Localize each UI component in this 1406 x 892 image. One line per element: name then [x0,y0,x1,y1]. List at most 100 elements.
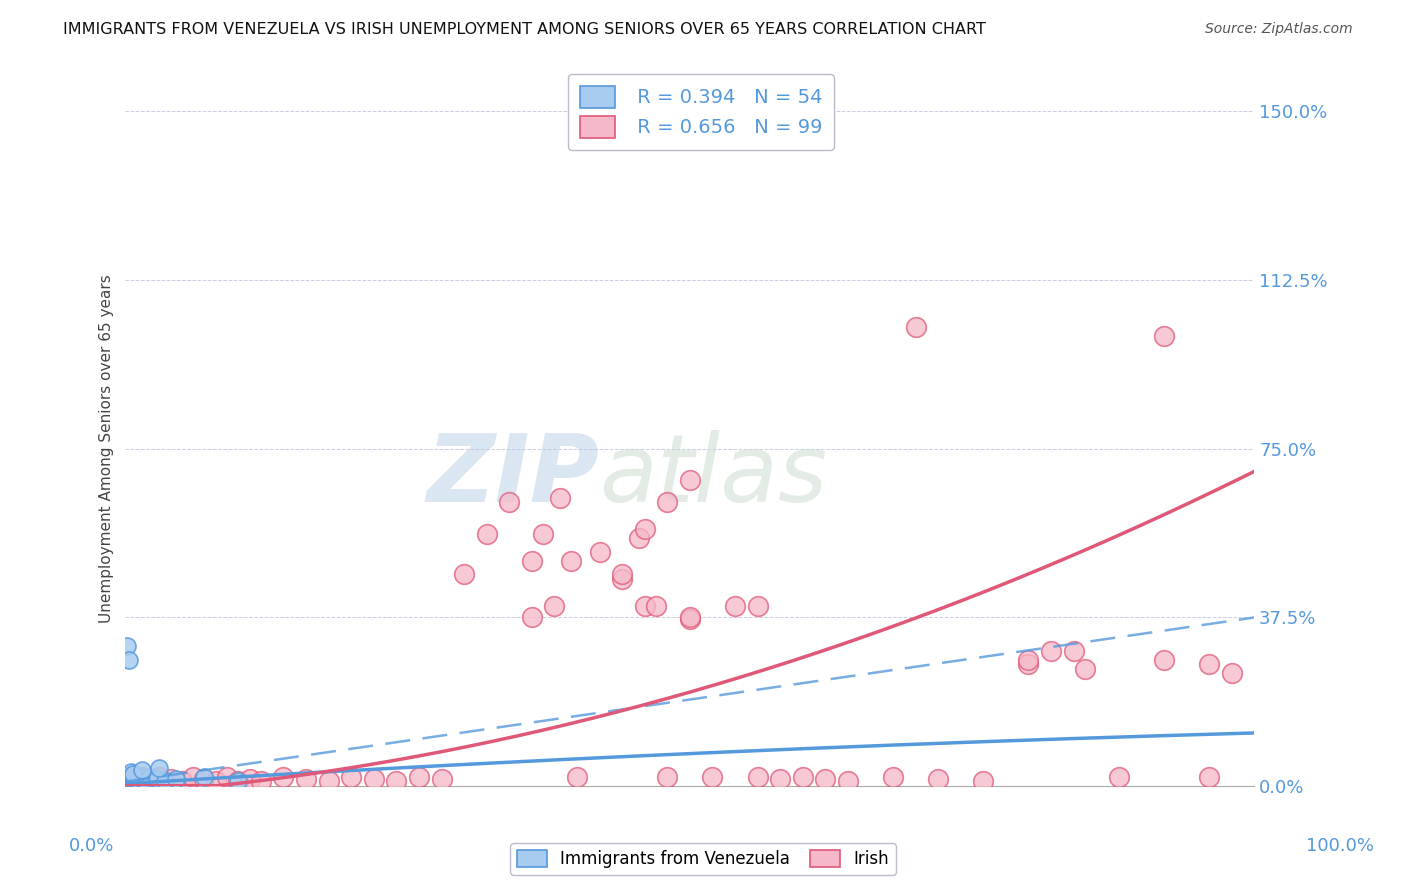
Point [131,763,153,777]
Point [565,770,588,784]
Point [610,567,633,582]
Point [1063,644,1085,658]
Point [115,772,138,786]
Point [122,772,145,786]
Point [124,774,146,789]
Point [120,774,142,789]
Point [128,774,150,789]
Point [125,774,148,789]
Point [837,774,859,789]
Point [124,772,146,786]
Text: 100.0%: 100.0% [1306,837,1374,855]
Point [118,774,141,789]
Point [124,772,146,786]
Point [117,770,139,784]
Point [408,770,430,784]
Point [747,770,769,784]
Point [121,774,143,789]
Point [118,774,141,789]
Point [318,774,340,789]
Point [273,770,295,784]
Point [560,554,582,568]
Point [531,527,554,541]
Text: Source: ZipAtlas.com: Source: ZipAtlas.com [1205,22,1353,37]
Point [115,774,138,789]
Point [125,774,148,789]
Point [148,761,170,775]
Point [295,772,318,786]
Point [153,774,176,789]
Point [181,770,204,784]
Point [115,772,138,786]
Point [117,770,139,784]
Point [702,770,724,784]
Point [769,772,792,786]
Point [135,772,157,786]
Point [120,774,142,789]
Point [120,774,142,789]
Point [118,653,141,667]
Legend:  R = 0.394   N = 54,  R = 0.656   N = 99: R = 0.394 N = 54, R = 0.656 N = 99 [568,74,834,150]
Point [124,770,146,784]
Point [228,774,250,789]
Point [122,774,145,789]
Point [115,774,138,789]
Point [124,774,146,789]
Point [115,770,138,784]
Point [115,774,138,789]
Point [115,774,138,789]
Point [1153,329,1175,343]
Point [118,774,141,789]
Point [972,774,994,789]
Point [679,610,702,624]
Point [610,572,633,586]
Point [363,772,385,786]
Point [159,772,181,786]
Point [1018,657,1040,672]
Point [250,774,273,789]
Point [127,772,149,786]
Point [1108,770,1130,784]
Point [453,567,475,582]
Point [131,772,153,786]
Point [520,554,543,568]
Point [122,774,145,789]
Point [124,774,146,789]
Point [117,772,139,786]
Point [498,495,520,509]
Point [588,545,610,559]
Point [882,770,904,784]
Point [118,770,141,784]
Point [165,772,187,786]
Point [548,491,571,505]
Point [927,772,949,786]
Point [679,612,702,626]
Point [122,774,145,789]
Point [118,772,141,786]
Point [645,599,668,613]
Point [146,772,169,786]
Point [120,774,142,789]
Point [135,774,157,789]
Point [122,772,145,786]
Point [475,527,498,541]
Point [1198,657,1220,672]
Point [153,774,176,789]
Text: ZIP: ZIP [426,430,599,522]
Legend: Immigrants from Venezuela, Irish: Immigrants from Venezuela, Irish [510,843,896,875]
Point [115,772,138,786]
Point [747,599,769,613]
Point [127,772,149,786]
Point [121,774,143,789]
Point [115,772,138,786]
Point [118,770,141,784]
Point [122,774,145,789]
Point [120,772,142,786]
Point [124,774,146,789]
Point [1198,770,1220,784]
Point [115,640,138,654]
Point [125,770,148,784]
Point [142,772,165,786]
Point [117,774,139,789]
Point [120,774,142,789]
